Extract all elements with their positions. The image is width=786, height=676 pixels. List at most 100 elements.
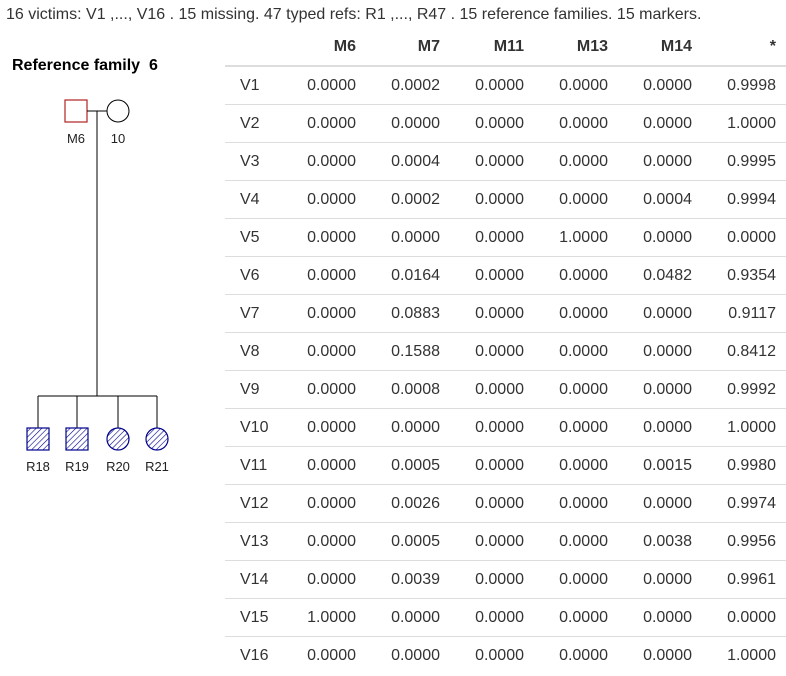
mother-symbol xyxy=(106,99,130,123)
table-cell: 0.0000 xyxy=(534,104,618,143)
table-cell: 0.0000 xyxy=(450,218,534,257)
table-cell: 0.9992 xyxy=(702,370,786,409)
table-cell: 1.0000 xyxy=(283,598,366,637)
table-cell: 0.0000 xyxy=(534,142,618,181)
table-row: V8 0.0000 0.1588 0.0000 0.0000 0.0000 0.8412 xyxy=(225,332,786,371)
table-cell: 0.0000 xyxy=(283,408,366,447)
column-header-blank xyxy=(225,28,283,67)
table-cell: 0.0015 xyxy=(618,446,702,485)
table-cell: 0.0000 xyxy=(534,446,618,485)
table-cell: 1.0000 xyxy=(727,646,776,664)
table-cell: 0.9995 xyxy=(702,142,786,181)
table-cell: 0.0000 xyxy=(618,332,702,371)
table-cell: 0.0000 xyxy=(618,484,702,523)
table-cell: 0.0000 xyxy=(534,484,618,523)
table-row: V11 0.0000 0.0005 0.0000 0.0000 0.0015 0.9980 xyxy=(225,446,786,485)
table-cell: 0.0000 xyxy=(450,180,534,219)
table-cell: 0.9980 xyxy=(702,446,786,485)
table-cell: 0.0000 xyxy=(366,408,450,447)
child-label: R19 xyxy=(65,459,89,474)
table-cell: 0.9956 xyxy=(702,522,786,561)
child-symbol-r19 xyxy=(65,427,89,451)
table-cell: 0.0000 xyxy=(643,646,692,664)
table-cell: 0.0000 xyxy=(534,560,618,599)
probability-table-container: M6 M7 M11 M13 M14 * V1 0.0000 0.0002 0.0000 0.000… xyxy=(225,28,786,674)
table-cell: 0.0000 xyxy=(283,560,366,599)
table-cell: 0.0000 xyxy=(283,218,366,257)
table-body: V1 0.0000 0.0002 0.0000 0.0000 0.0000 0.9998 V2… xyxy=(225,66,786,674)
table-cell: 0.0000 xyxy=(618,598,702,637)
row-header-cell: V12 xyxy=(225,484,283,523)
row-header-cell: V2 xyxy=(225,104,283,143)
table-cell: 0.0000 xyxy=(283,294,366,333)
table-row: V12 0.0000 0.0026 0.0000 0.0000 0.0000 0.9974 xyxy=(225,484,786,523)
table-cell: 0.0000 xyxy=(450,408,534,447)
table-cell: 0.0000 xyxy=(534,294,618,333)
table-header-row: M6 M7 M11 M13 M14 * xyxy=(225,28,786,67)
row-header-cell: V13 xyxy=(225,522,283,561)
child-symbol-r21 xyxy=(145,427,169,451)
child-label: R20 xyxy=(106,459,130,474)
row-header-cell: V8 xyxy=(225,332,283,371)
row-header-cell: V10 xyxy=(225,408,283,447)
pedigree-plot: M6 10 R18 R19 R20 R21 xyxy=(26,99,169,474)
row-header-cell: V5 xyxy=(225,218,283,257)
table-cell: 0.0000 xyxy=(534,180,618,219)
table-row: V4 0.0000 0.0002 0.0000 0.0000 0.0004 0.9994 xyxy=(225,180,786,219)
column-header: M13 xyxy=(534,28,618,67)
table-cell: 0.8412 xyxy=(702,332,786,371)
table-cell: 0.0000 xyxy=(618,294,702,333)
row-header-cell: V1 xyxy=(225,66,283,105)
table-cell: 0.0000 xyxy=(534,408,618,447)
father-label: M6 xyxy=(67,131,85,146)
child-label: R18 xyxy=(26,459,50,474)
table-cell: 0.0000 xyxy=(366,218,450,257)
table-cell: 0.0000 xyxy=(559,646,608,664)
child-symbol-r18 xyxy=(26,427,50,451)
column-header: M6 xyxy=(283,28,366,67)
table-cell: 0.0000 xyxy=(534,598,618,637)
table-row: V9 0.0000 0.0008 0.0000 0.0000 0.0000 0.9992 xyxy=(225,370,786,409)
table-cell: 0.0000 xyxy=(534,66,618,105)
column-header: M14 xyxy=(618,28,702,67)
table-cell: 0.0000 xyxy=(534,522,618,561)
table-cell: 0.0000 xyxy=(618,218,702,257)
table-cell: 0.0000 xyxy=(283,446,366,485)
father-symbol xyxy=(64,99,88,123)
row-header-cell: V9 xyxy=(225,370,283,409)
table-cell: 0.1588 xyxy=(366,332,450,371)
table-cell: 0.0000 xyxy=(618,560,702,599)
table-cell: 0.0000 xyxy=(283,180,366,219)
table-cell: 0.0482 xyxy=(618,256,702,295)
child-label: R21 xyxy=(145,459,169,474)
row-header-cell: V3 xyxy=(225,142,283,181)
table-row: V2 0.0000 0.0000 0.0000 0.0000 0.0000 1.0000 xyxy=(225,104,786,143)
table-cell: 1.0000 xyxy=(702,104,786,143)
table-cell: 0.0038 xyxy=(618,522,702,561)
table-cell: 0.0000 xyxy=(534,256,618,295)
table-cell: 0.0005 xyxy=(366,446,450,485)
table-cell: 0.9354 xyxy=(702,256,786,295)
table-row: V10 0.0000 0.0000 0.0000 0.0000 0.0000 1.0000 xyxy=(225,408,786,447)
table-cell: 0.0039 xyxy=(366,560,450,599)
table-cell: 0.0000 xyxy=(450,332,534,371)
table-cell: 0.9117 xyxy=(702,294,786,333)
table-cell: 0.0000 xyxy=(618,370,702,409)
row-header-cell: V6 xyxy=(225,256,283,295)
column-header: M11 xyxy=(450,28,534,67)
table-row: V13 0.0000 0.0005 0.0000 0.0000 0.0038 0.9956 xyxy=(225,522,786,561)
table-cell: 0.0000 xyxy=(283,104,366,143)
table-row: V15 1.0000 0.0000 0.0000 0.0000 0.0000 0.0000 xyxy=(225,598,786,637)
table-cell: 0.0000 xyxy=(450,370,534,409)
table-row: V14 0.0000 0.0039 0.0000 0.0000 0.0000 0.9961 xyxy=(225,560,786,599)
table-cell: 0.0000 xyxy=(534,332,618,371)
table-cell: 1.0000 xyxy=(702,408,786,447)
table-cell: 0.9961 xyxy=(702,560,786,599)
table-cell: 0.0000 xyxy=(391,646,440,664)
table-cell: 0.0000 xyxy=(283,142,366,181)
table-row: V16 0.0000 0.0000 0.0000 0.0000 0.0000 1.0000 xyxy=(225,637,786,675)
table-cell: 0.0000 xyxy=(475,646,524,664)
table-row: V7 0.0000 0.0883 0.0000 0.0000 0.0000 0.9117 xyxy=(225,294,786,333)
table-cell: 0.0000 xyxy=(450,484,534,523)
column-header: M7 xyxy=(366,28,450,67)
